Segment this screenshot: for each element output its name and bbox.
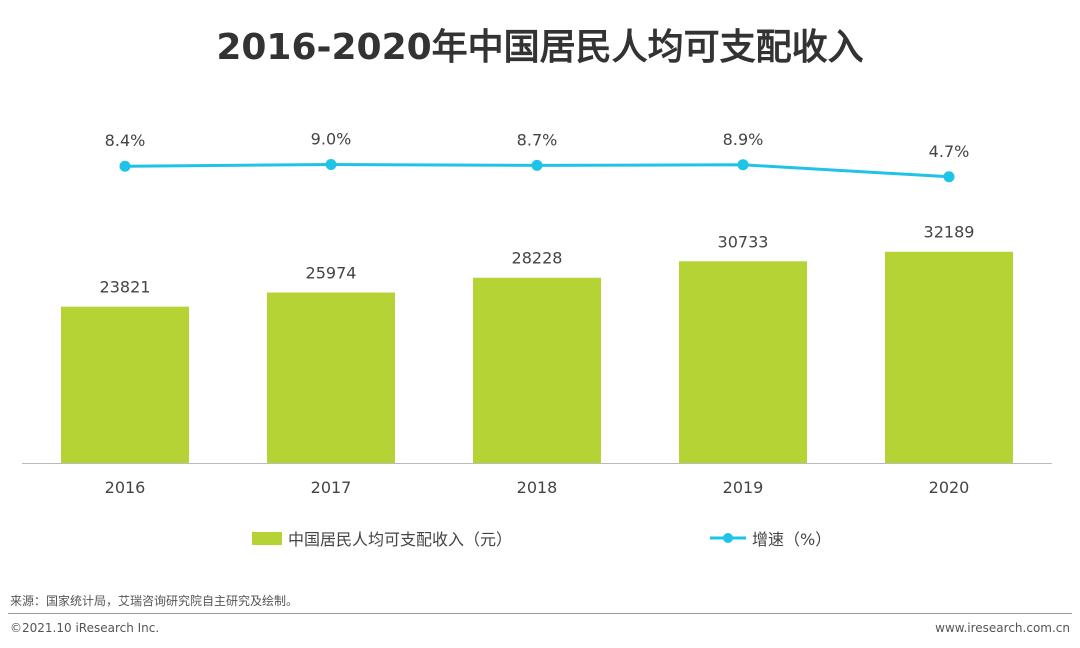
legend-label-growth: 增速（%） [752,530,832,549]
growth-point-2020 [943,171,955,183]
chart-title: 2016-2020年中国居民人均可支配收入 [216,27,864,68]
growth-label-2019: 8.9% [723,130,764,149]
bar-value-label-2016: 23821 [100,278,151,297]
growth-point-2019 [737,159,749,171]
growth-point-2017 [325,159,337,170]
bar-value-label-2020: 32189 [924,223,975,242]
x-tick-label-2020: 2020 [929,478,970,497]
legend-label-income: 中国居民人均可支配收入（元） [288,530,513,549]
chart-area: 23821 25974 28228 30733 32189 2016 2017 2018 201… [22,130,1052,497]
legend-item-growth: 增速（%） [710,526,831,550]
bar-value-label-2017: 25974 [306,264,357,283]
legend-line-swatch [710,533,746,543]
growth-label-2016: 8.4% [105,131,146,150]
bar-2019 [679,261,807,463]
copyright: ©2021.10 iResearch Inc. [10,621,160,635]
bar-2017 [267,292,395,463]
x-tick-label-2018: 2018 [517,478,558,497]
bar-2016 [61,306,189,463]
x-tick-label-2016: 2016 [105,478,146,497]
footer-divider [8,613,1072,614]
x-tick-label-2017: 2017 [311,478,352,497]
bar-2018 [473,277,601,463]
bar-value-label-2018: 28228 [512,249,563,268]
legend: 中国居民人均可支配收入（元） 增速（%） [0,526,1080,558]
growth-label-2018: 8.7% [517,130,558,149]
legend-item-income: 中国居民人均可支配收入（元） [252,526,512,550]
x-tick-label-2019: 2019 [723,478,764,497]
growth-point-2016 [119,160,131,172]
growth-label-2020: 4.7% [929,142,970,161]
bar-value-label-2019: 30733 [718,232,769,251]
website-link[interactable]: www.iresearch.com.cn [935,621,1070,635]
growth-point-2018 [531,159,543,171]
legend-bar-swatch [252,531,282,545]
source-note: 来源：国家统计局，艾瑞咨询研究院自主研究及绘制。 [10,594,299,608]
growth-label-2017: 9.0% [311,130,352,149]
bar-2020 [885,251,1013,463]
